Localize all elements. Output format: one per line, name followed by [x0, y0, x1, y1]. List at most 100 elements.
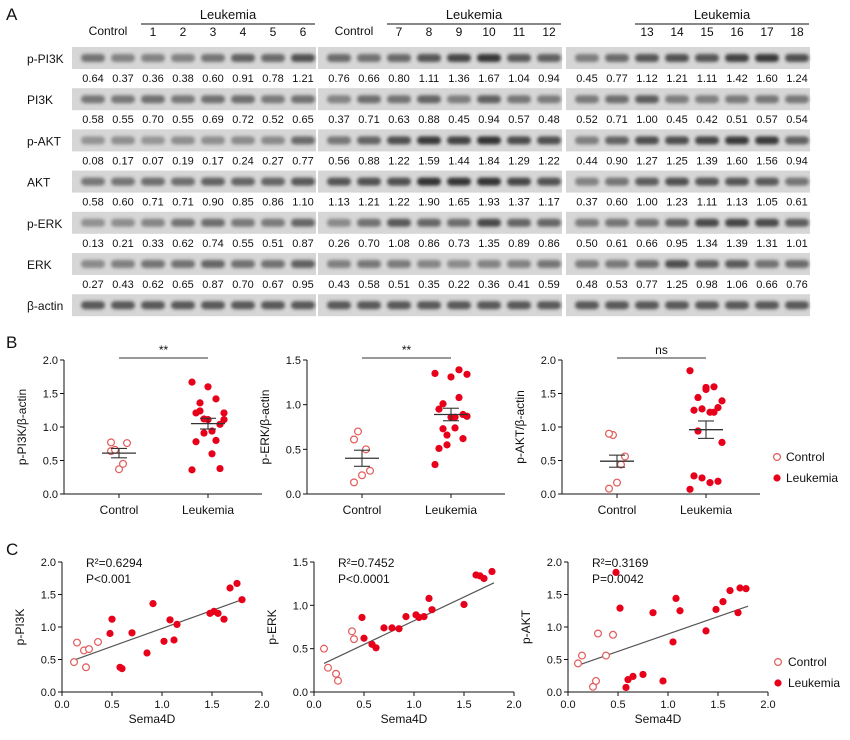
protein-band [635, 54, 659, 62]
band-density-value: 0.66 [358, 73, 379, 85]
protein-band [327, 301, 351, 310]
y-tick-label: 0.5 [286, 444, 301, 456]
leukemia-point [616, 604, 624, 612]
protein-band [141, 95, 165, 104]
y-axis-label: p-AKT/β-actin [513, 390, 527, 464]
protein-band [755, 136, 779, 145]
band-density-value: 0.95 [666, 238, 687, 250]
protein-band [291, 260, 315, 268]
protein-band [171, 95, 195, 104]
control-point [591, 676, 600, 685]
band-density-value: 0.45 [448, 114, 469, 126]
leukemia-point [143, 649, 151, 657]
leukemia-point [694, 427, 702, 435]
leukemia-point [435, 444, 443, 453]
protein-band [537, 301, 561, 310]
y-axis-label: p-PI3K [13, 609, 27, 646]
dot-plot-1: 0.0 0.5 1.0 1.5 2.0 p-PI3K/β-actin Control Leuk… [15, 343, 262, 517]
panel-b-dot-plots: 0.0 0.5 1.0 1.5 2.0 p-PI3K/β-actin Control Leuk… [15, 343, 838, 517]
band-density-value: 1.17 [538, 197, 559, 209]
blot-row-label: ERK [27, 258, 52, 272]
protein-band [695, 95, 719, 104]
protein-band [575, 95, 599, 104]
protein-band [635, 177, 659, 186]
leukemia-point [719, 598, 727, 606]
protein-band [357, 301, 381, 310]
protein-band [387, 136, 411, 145]
protein-band [171, 54, 195, 62]
band-density-value: 0.48 [576, 279, 597, 291]
y-tick-label: 0.5 [547, 655, 562, 667]
panel-b-legend: Control Leukemia [772, 450, 838, 485]
leukemia-point [714, 403, 722, 412]
protein-band [447, 136, 471, 145]
protein-band [357, 95, 381, 104]
lane-number: 7 [396, 25, 403, 39]
band-density-value: 1.39 [726, 238, 747, 250]
dot-plot-3: 0.0 0.5 1.0 1.5 2.0 p-AKT/β-actin Control Leuke… [513, 343, 760, 517]
lane-number: 13 [640, 25, 654, 39]
control-point [620, 452, 629, 461]
band-density-value: 0.94 [538, 73, 559, 85]
protein-band [387, 95, 411, 104]
band-density-value: 1.23 [666, 197, 687, 209]
x-axis-label: Sema4D [129, 712, 176, 726]
protein-band [261, 218, 285, 227]
leukemia-point [220, 416, 228, 424]
band-density-value: 0.64 [82, 73, 103, 85]
leukemia-point [238, 596, 246, 604]
lane-number: 12 [542, 25, 556, 39]
band-density-value: 0.55 [172, 114, 193, 126]
leukemia-point [173, 620, 181, 629]
correlation-plot-3: 0.0 0.5 1.0 1.5 2.0 p-AKT 0.0 0.5 1.0 1.5 2.0 Sema4… [519, 556, 776, 726]
band-density-value: 0.66 [756, 279, 777, 291]
protein-band [447, 95, 471, 104]
band-density-value: 0.71 [142, 197, 163, 209]
leukemia-point [360, 634, 368, 642]
protein-band [725, 177, 749, 186]
band-density-value: 0.50 [576, 238, 597, 250]
band-density-value: 0.65 [292, 114, 313, 126]
blot-control-label: Control [335, 24, 374, 38]
band-density-value: 1.31 [756, 238, 777, 250]
control-point [84, 645, 93, 654]
leukemia-point [220, 615, 228, 623]
protein-band [327, 136, 351, 145]
panel-c-correlation-plots: 0.0 0.5 1.0 1.5 2.0 p-PI3K 0.0 0.5 1.0 1.5 2.0 Sema… [13, 556, 840, 726]
protein-band [447, 301, 471, 310]
x-axis-label: Sema4D [381, 712, 428, 726]
lane-number: 18 [790, 25, 804, 39]
leukemia-point [128, 629, 136, 637]
regression-line [323, 582, 495, 664]
band-density-value: 0.52 [262, 114, 283, 126]
leukemia-point [455, 366, 463, 374]
control-point [320, 644, 329, 653]
leukemia-point [196, 407, 204, 415]
control-point [366, 466, 375, 475]
control-point [334, 676, 343, 685]
leukemia-point [212, 395, 220, 403]
protein-band [575, 301, 599, 310]
leukemia-point [439, 400, 447, 408]
protein-band [575, 54, 599, 62]
protein-band [755, 301, 779, 310]
y-tick-label: 0.0 [547, 687, 562, 699]
control-point [612, 478, 621, 487]
leukemia-point [451, 424, 459, 432]
protein-band [141, 136, 165, 145]
leukemia-point [443, 441, 451, 449]
band-density-value: 0.69 [202, 114, 223, 126]
band-density-value: 0.74 [202, 238, 223, 250]
protein-band [447, 260, 471, 268]
leukemia-point [188, 378, 196, 386]
y-tick-label: 1.5 [41, 590, 56, 602]
x-tick-label: 1.5 [710, 699, 725, 711]
leukemia-point [420, 613, 428, 621]
protein-band [605, 54, 629, 62]
leukemia-point [200, 415, 208, 423]
band-density-value: 0.26 [328, 238, 349, 250]
band-density-value: 1.93 [478, 197, 499, 209]
panel-label-a: A [6, 5, 18, 24]
protein-band [477, 95, 501, 104]
